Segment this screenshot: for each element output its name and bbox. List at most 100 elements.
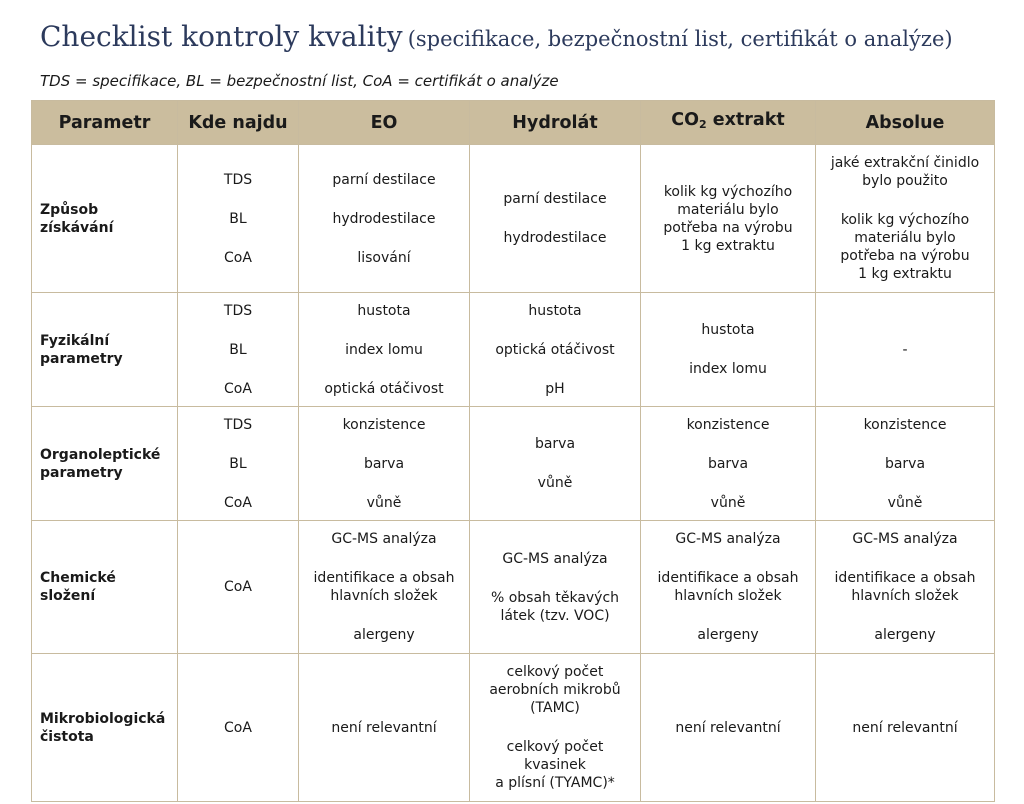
- source-coa: CoA: [224, 719, 252, 736]
- source-cell: TDS BL CoA: [177, 406, 299, 521]
- absolue-cell: GC-MS analýza identifikace a obsah hlavn…: [815, 520, 995, 654]
- eo-cell: parní destilace hydrodestilace lisování: [298, 144, 470, 293]
- cell-text: konzistence: [863, 416, 947, 433]
- cell-text: látek (tzv. VOC): [500, 607, 610, 624]
- hydrolat-cell: GC-MS analýza % obsah těkavých látek (tz…: [469, 520, 641, 654]
- cell-text: potřeba na výrobu: [840, 248, 970, 264]
- source-coa: CoA: [224, 380, 252, 397]
- header-eo: EO: [298, 100, 470, 145]
- cell-text: parní destilace: [332, 171, 436, 188]
- source-coa: CoA: [224, 579, 252, 595]
- param-label: Způsob: [40, 201, 99, 218]
- header-hydrolat: Hydrolát: [469, 100, 641, 145]
- header-co2-subscript: 2: [699, 118, 707, 131]
- cell-text: a plísní (TYAMC)*: [495, 775, 615, 791]
- cell-text: parní destilace: [503, 191, 607, 207]
- cell-text: vůně: [366, 494, 402, 511]
- cell-text: index lomu: [689, 361, 767, 377]
- eo-cell: GC-MS analýza identifikace a obsah hlavn…: [298, 520, 470, 654]
- cell-text: index lomu: [345, 341, 423, 358]
- cell-text: GC-MS analýza: [331, 531, 437, 547]
- table-row: Organoleptické parametry TDS BL CoA konz…: [31, 406, 995, 521]
- cell-text: kolik kg výchozího: [840, 212, 970, 228]
- cell-text: (TAMC): [530, 700, 580, 716]
- cell-text: pH: [545, 380, 565, 397]
- cell-text: optická otáčivost: [324, 380, 444, 397]
- param-label: parametry: [40, 464, 123, 481]
- page-title-main: Checklist kontroly kvality: [40, 20, 403, 53]
- cell-text: GC-MS analýza: [852, 531, 958, 547]
- param-cell: Organoleptické parametry: [31, 406, 178, 521]
- cell-text: barva: [884, 455, 926, 472]
- param-label: Organoleptické: [40, 446, 161, 463]
- param-label: získávání: [40, 219, 114, 236]
- param-cell: Fyzikální parametry: [31, 292, 178, 407]
- cell-text: optická otáčivost: [495, 341, 615, 358]
- param-label: Mikrobiologická: [40, 710, 166, 727]
- cell-text: GC-MS analýza: [502, 550, 608, 567]
- cell-text: lisování: [357, 249, 411, 266]
- page-title: Checklist kontroly kvality (specifikace,…: [40, 20, 953, 53]
- source-cell: CoA: [177, 520, 299, 654]
- cell-text: konzistence: [342, 416, 426, 433]
- cell-text: kolik kg výchozího: [663, 183, 793, 200]
- abbreviation-legend: TDS = specifikace, BL = bezpečnostní lis…: [40, 72, 559, 90]
- eo-cell: není relevantní: [298, 653, 470, 802]
- param-cell: Chemické složení: [31, 520, 178, 654]
- source-coa: CoA: [224, 249, 252, 266]
- param-label: Fyzikální: [40, 332, 110, 349]
- cell-text: bylo použito: [862, 173, 948, 189]
- cell-text: alergeny: [874, 627, 936, 643]
- cell-text: hustota: [357, 302, 411, 319]
- table-row: Způsob získávání TDS BL CoA parní destil…: [31, 144, 995, 293]
- co2-cell: konzistence barva vůně: [640, 406, 816, 521]
- cell-text: jaké extrakční činidlo: [830, 155, 980, 171]
- param-cell: Způsob získávání: [31, 144, 178, 293]
- absolue-cell: -: [815, 292, 995, 407]
- cell-text: konzistence: [686, 416, 770, 433]
- param-label: složení: [40, 588, 96, 604]
- cell-text: kvasinek: [524, 757, 586, 773]
- source-cell: CoA: [177, 653, 299, 802]
- cell-text: celkový počet: [506, 739, 604, 755]
- table-row: Mikrobiologická čistota CoA není relevan…: [31, 653, 995, 802]
- source-bl: BL: [229, 210, 247, 227]
- cell-text: barva: [363, 455, 405, 472]
- cell-text: alergeny: [697, 627, 759, 643]
- cell-text: potřeba na výrobu: [663, 219, 793, 236]
- cell-text: vůně: [537, 475, 573, 491]
- cell-text: identifikace a obsah: [313, 570, 455, 586]
- source-coa: CoA: [224, 494, 252, 511]
- cell-text: hydrodestilace: [503, 230, 607, 246]
- quality-checklist-table: Parametr Kde najdu EO Hydrolát CO2 extra…: [31, 100, 995, 802]
- co2-cell: není relevantní: [640, 653, 816, 802]
- eo-cell: hustota index lomu optická otáčivost: [298, 292, 470, 407]
- header-co2-suffix: extrakt: [706, 110, 785, 130]
- header-co2-prefix: CO: [671, 110, 699, 130]
- cell-text: hustota: [528, 302, 582, 319]
- cell-text: GC-MS analýza: [675, 531, 781, 547]
- source-bl: BL: [229, 341, 247, 358]
- absolue-cell: není relevantní: [815, 653, 995, 802]
- cell-text: vůně: [887, 494, 923, 511]
- cell-text: hustota: [701, 322, 755, 338]
- header-parametr: Parametr: [31, 100, 178, 145]
- cell-text: identifikace a obsah: [657, 570, 799, 586]
- header-kde-najdu: Kde najdu: [177, 100, 299, 145]
- cell-text: alergeny: [353, 627, 415, 643]
- cell-text: hlavních složek: [330, 588, 438, 604]
- cell-text: aerobních mikrobů: [489, 682, 621, 698]
- header-absolue: Absolue: [815, 100, 995, 145]
- param-cell: Mikrobiologická čistota: [31, 653, 178, 802]
- cell-text: vůně: [710, 494, 746, 511]
- param-label: Chemické: [40, 570, 116, 586]
- co2-cell: hustota index lomu: [640, 292, 816, 407]
- table-row: Chemické složení CoA GC-MS analýza ident…: [31, 520, 995, 654]
- source-cell: TDS BL CoA: [177, 292, 299, 407]
- cell-text: 1 kg extraktu: [681, 237, 775, 254]
- cell-text: materiálu bylo: [677, 201, 779, 218]
- source-cell: TDS BL CoA: [177, 144, 299, 293]
- header-co2-extrakt: CO2 extrakt: [640, 100, 816, 145]
- cell-text: hlavních složek: [674, 588, 782, 604]
- cell-text: materiálu bylo: [854, 230, 956, 246]
